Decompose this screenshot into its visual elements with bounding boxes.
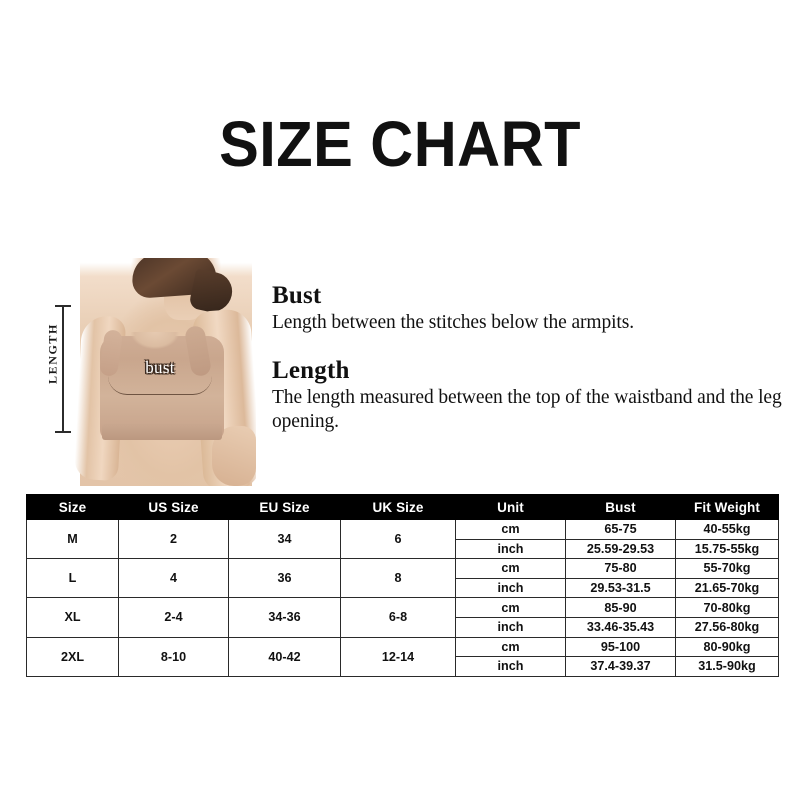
header-bust: Bust bbox=[565, 494, 676, 520]
cell-fit-weight: 70-80kg bbox=[675, 597, 779, 618]
cell-bust: 75-80 bbox=[565, 558, 676, 579]
table-row: inch 25.59-29.53 15.75-55kg bbox=[27, 538, 779, 560]
size-table-container: Size US Size EU Size UK Size Unit Bust F… bbox=[26, 494, 779, 677]
page-title: SIZE CHART bbox=[219, 108, 581, 180]
cell-us-xl: 2-4 bbox=[118, 597, 229, 638]
description-bust-body: Length between the stitches below the ar… bbox=[272, 312, 635, 333]
cell-unit: cm bbox=[455, 519, 566, 540]
cell-uk-2xl: 12-14 bbox=[340, 636, 456, 677]
header-row: Size US Size EU Size UK Size Unit Bust F… bbox=[26, 494, 779, 520]
table-row: M 2 34 6 cm 65-75 40-55kg bbox=[26, 518, 779, 560]
header-us-size: US Size bbox=[118, 494, 229, 520]
header-eu-size: EU Size bbox=[228, 494, 341, 520]
table-row: L 4 36 8 cm 75-80 55-70kg bbox=[26, 558, 779, 599]
cell-unit: inch bbox=[455, 616, 566, 638]
cell-unit: cm bbox=[455, 636, 566, 658]
cell-fit-weight: 27.56-80kg bbox=[675, 616, 779, 638]
length-axis-label: LENGTH bbox=[45, 323, 60, 384]
model-photo: bust bbox=[72, 258, 256, 486]
size-table: Size US Size EU Size UK Size Unit Bust F… bbox=[26, 494, 779, 677]
cell-fit-weight: 31.5-90kg bbox=[675, 656, 779, 677]
cell-unit: inch bbox=[455, 577, 566, 599]
cell-unit: inch bbox=[455, 538, 566, 560]
bust-overlay-label: bust bbox=[145, 358, 175, 377]
cell-unit: cm bbox=[455, 597, 566, 618]
table-row: 2XL 8-10 40-42 12-14 cm 95-100 80-90kg bbox=[26, 636, 779, 677]
cell-us-m: 2 bbox=[118, 518, 229, 560]
cell-eu-xl: 34-36 bbox=[228, 597, 341, 638]
cell-eu-l: 36 bbox=[228, 558, 341, 599]
cell-fit-weight: 21.65-70kg bbox=[675, 577, 779, 599]
table-row: XL 2-4 34-36 6-8 cm 85-90 70-80kg bbox=[26, 597, 779, 638]
cell-fit-weight: 80-90kg bbox=[675, 636, 779, 658]
cell-eu-2xl: 40-42 bbox=[228, 636, 341, 677]
table-row: inch 37.4-39.37 31.5-90kg bbox=[27, 656, 779, 677]
header-fit-weight: Fit Weight bbox=[675, 494, 779, 520]
header-uk-size: UK Size bbox=[340, 494, 456, 520]
cell-bust: 65-75 bbox=[565, 519, 676, 540]
cell-size-m: M bbox=[26, 518, 119, 560]
cell-bust: 25.59-29.53 bbox=[565, 538, 676, 560]
size-table-head: Size US Size EU Size UK Size Unit Bust F… bbox=[26, 494, 779, 520]
header-size: Size bbox=[26, 494, 119, 520]
cell-uk-xl: 6-8 bbox=[340, 597, 456, 638]
description-length-body: The length measured between the top of t… bbox=[272, 386, 782, 432]
cell-us-l: 4 bbox=[118, 558, 229, 599]
length-measure-indicator: LENGTH bbox=[30, 300, 74, 438]
measurement-descriptions: Bust Length between the stitches below t… bbox=[272, 282, 782, 455]
header-unit: Unit bbox=[455, 494, 566, 520]
photo-canvas: bust bbox=[72, 258, 256, 486]
description-length-heading: Length bbox=[272, 356, 350, 384]
length-measure-line bbox=[62, 306, 64, 432]
cell-fit-weight: 15.75-55kg bbox=[675, 538, 779, 560]
table-row: inch 33.46-35.43 27.56-80kg bbox=[27, 616, 779, 638]
cell-bust: 85-90 bbox=[565, 597, 676, 618]
cell-unit: cm bbox=[455, 558, 566, 579]
length-cap-bottom bbox=[55, 431, 71, 433]
description-length: Length The length measured between the t… bbox=[272, 357, 782, 434]
cell-bust: 33.46-35.43 bbox=[565, 616, 676, 638]
cell-bust: 37.4-39.37 bbox=[565, 656, 676, 677]
cell-fit-weight: 40-55kg bbox=[675, 519, 779, 540]
cell-size-2xl: 2XL bbox=[26, 636, 119, 677]
cell-us-2xl: 8-10 bbox=[118, 636, 229, 677]
cell-uk-l: 8 bbox=[340, 558, 456, 599]
cell-bust: 29.53-31.5 bbox=[565, 577, 676, 599]
cell-unit: inch bbox=[455, 656, 566, 677]
cell-bust: 95-100 bbox=[565, 636, 676, 658]
description-bust-heading: Bust bbox=[272, 282, 322, 309]
cell-size-xl: XL bbox=[26, 597, 119, 638]
cell-eu-m: 34 bbox=[228, 518, 341, 560]
cell-size-l: L bbox=[26, 558, 119, 599]
cell-uk-m: 6 bbox=[340, 518, 456, 560]
size-table-body: M 2 34 6 cm 65-75 40-55kg inch 25.59-29.53 15.75-… bbox=[26, 518, 779, 677]
bust-measure-line bbox=[108, 376, 212, 395]
bra-underband bbox=[102, 424, 222, 440]
cell-fit-weight: 55-70kg bbox=[675, 558, 779, 579]
description-bust: Bust Length between the stitches below t… bbox=[272, 282, 782, 335]
